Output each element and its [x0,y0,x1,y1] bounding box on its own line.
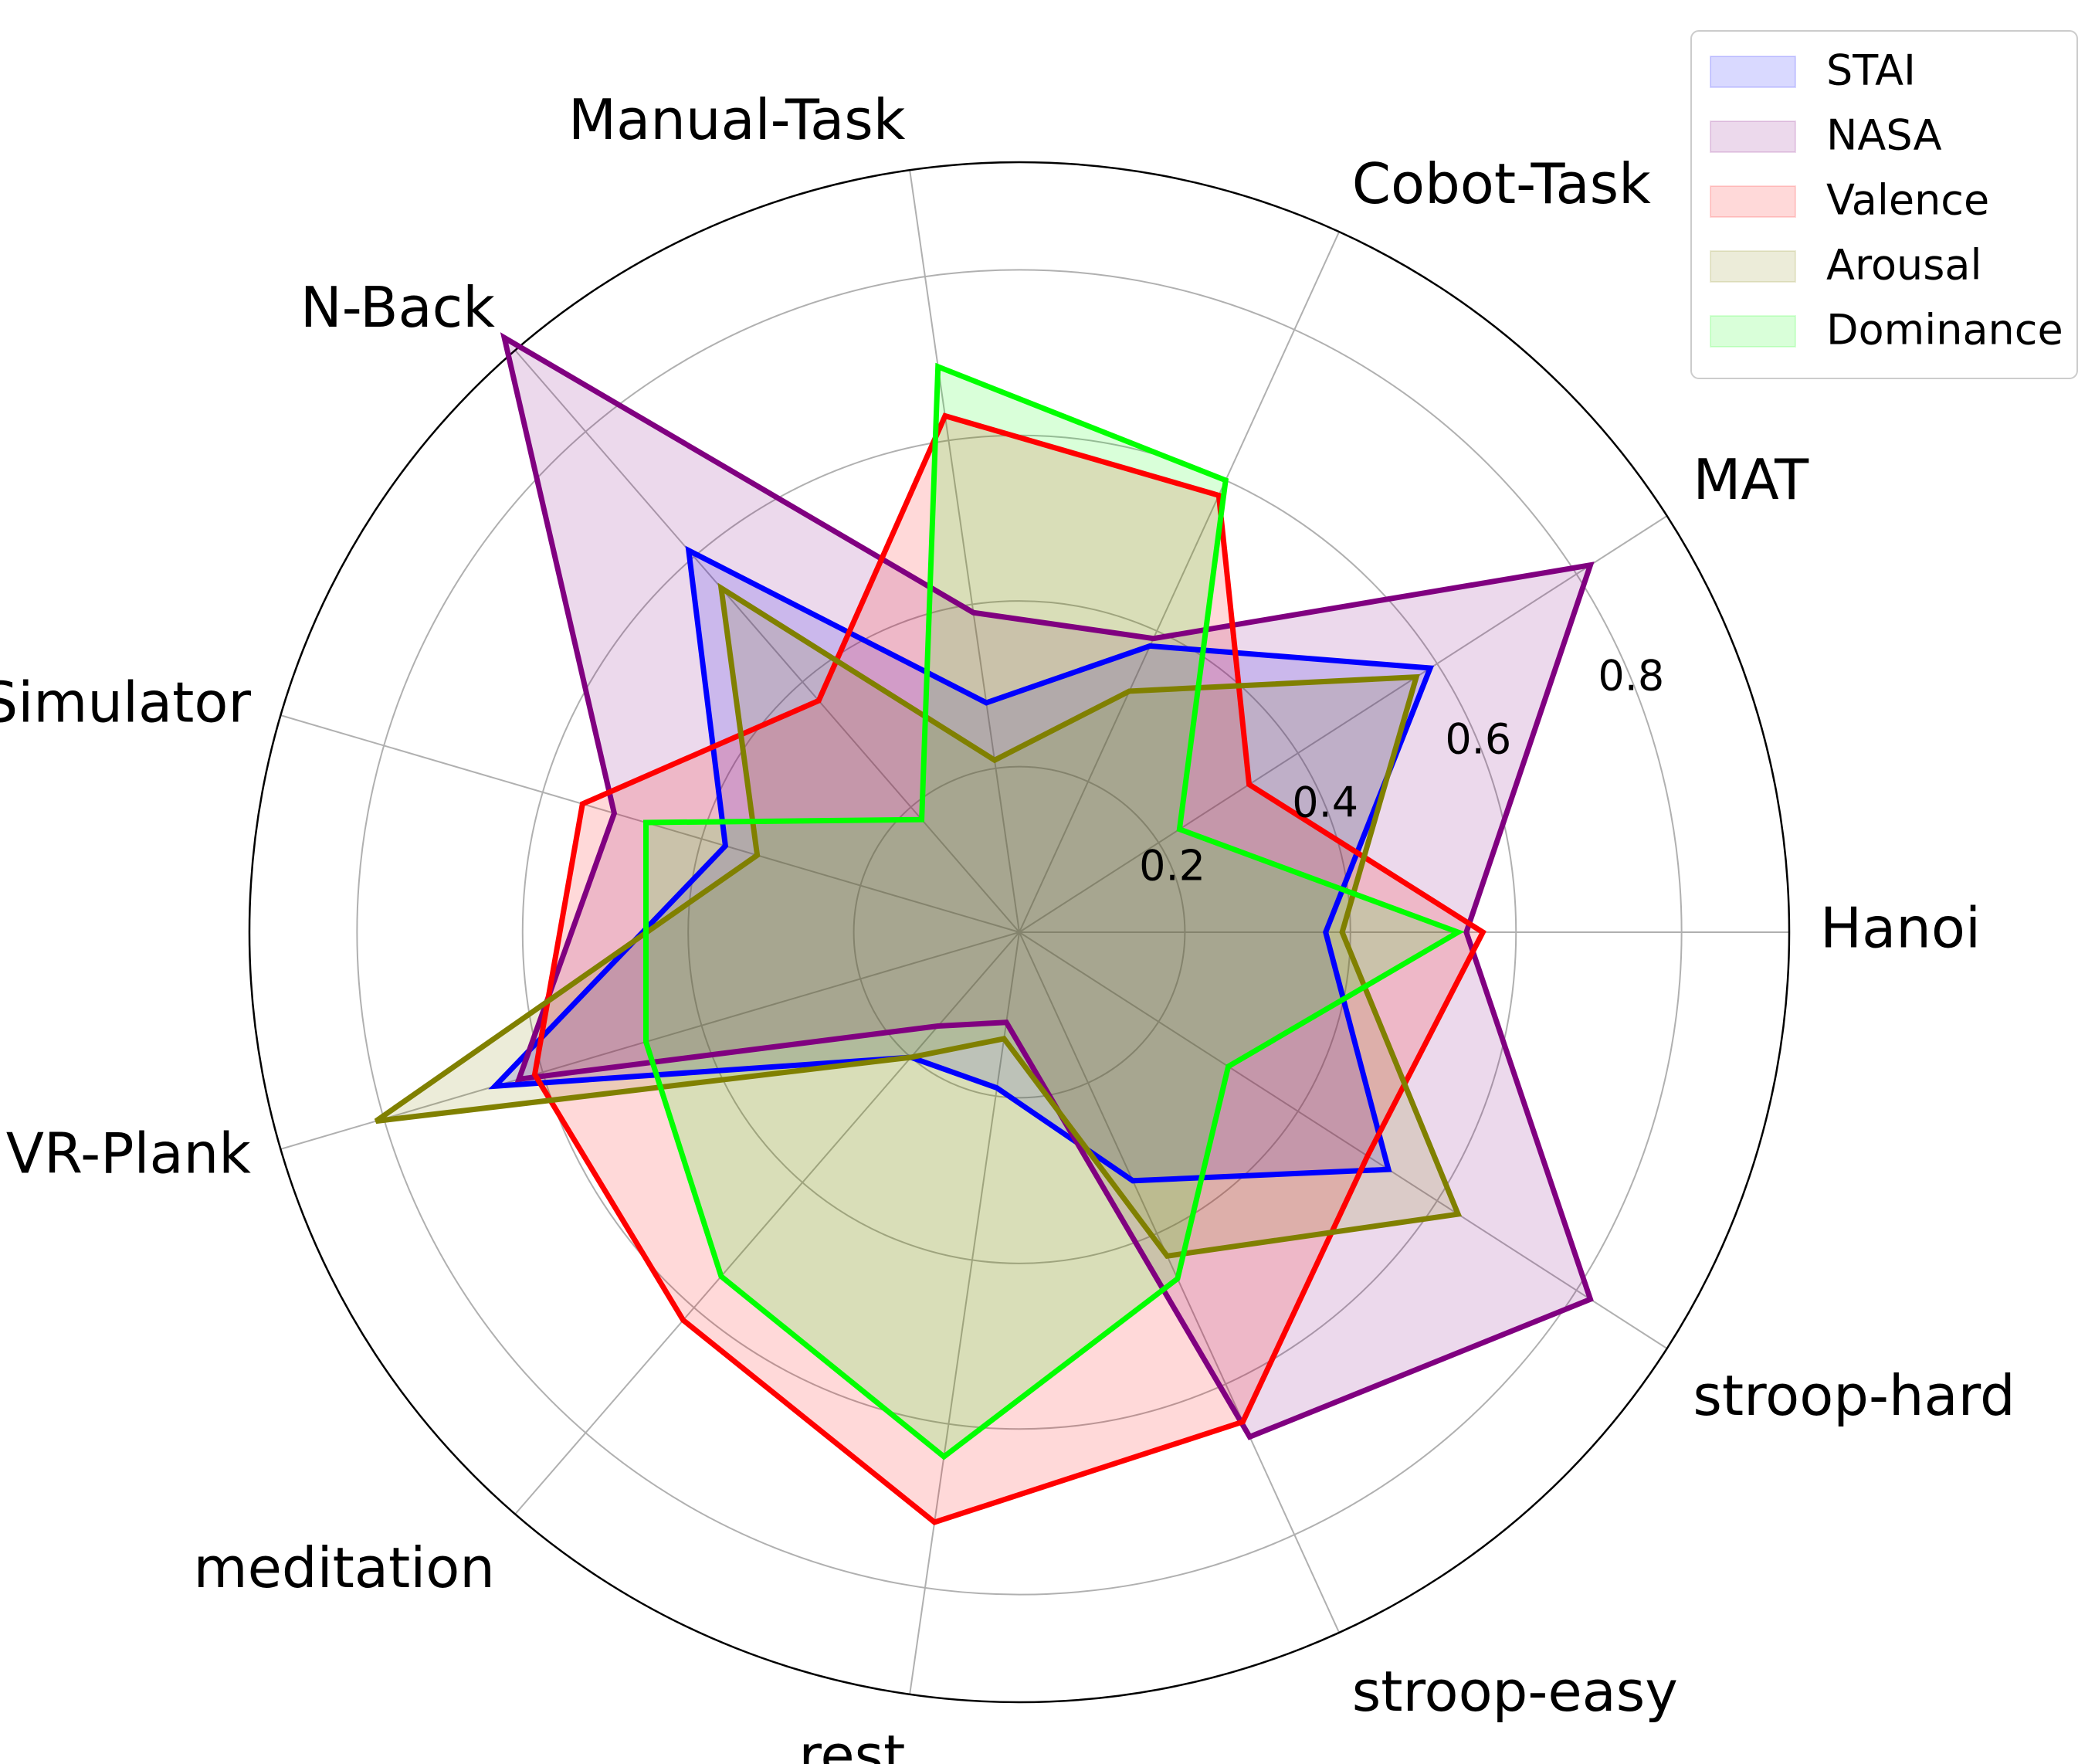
legend-swatch [1710,315,1796,348]
category-label: VR-Job Simulator [0,670,251,734]
legend-swatch [1710,185,1796,218]
axis-spoke [909,170,1020,933]
axis-spoke [909,931,1020,1694]
axis-spoke [1019,931,1341,1633]
legend-entry: Valence [1826,176,1989,225]
category-label: rest [798,1723,905,1764]
category-label: Cobot-Task [1352,151,1651,216]
radial-tick-label: 0.4 [1292,779,1358,827]
category-label: Manual-Task [568,87,906,152]
legend-swatch [1710,56,1796,88]
series-line-arousal [374,582,1463,1260]
series-line-stai [488,545,1435,1184]
outer-frame [248,161,1791,1704]
category-label: meditation [193,1535,494,1600]
radial-tick-label: 0.2 [1139,842,1205,890]
series-lines [374,332,1595,1525]
legend-frame [1690,30,2078,379]
series-line-dominance [643,362,1465,1460]
category-labels: Hanoi MAT Cobot-Task Manual-Task N-Back VR-Jo… [0,87,2015,1764]
radial-tick-label: 0.6 [1445,714,1511,763]
series-line-nasa [500,332,1595,1440]
category-label: MAT [1693,447,1809,512]
axis-spoke [514,349,1020,933]
legend-entry: Arousal [1826,241,1981,290]
axis-spoke [1019,515,1668,933]
legend: STAI NASA Valence Arousal Dominance [1690,30,2078,379]
axis-spoke [280,931,1020,1150]
category-label: stroop-hard [1693,1363,2015,1428]
category-label: Hanoi [1820,896,1981,961]
category-label: VR-Plank [6,1121,252,1186]
legend-entry: STAI [1826,46,1916,95]
legend-swatch [1710,120,1796,153]
category-label: stroop-easy [1352,1659,1678,1724]
axis-spoke [1019,931,1668,1349]
legend-swatch [1710,250,1796,283]
radar-grid [248,161,1791,1704]
radial-tick-label: 0.8 [1598,651,1664,700]
axis-spoke [1019,231,1341,933]
legend-entry: NASA [1826,111,1942,160]
series-area-dominance [646,366,1459,1457]
radial-tick-labels: 0.2 0.4 0.6 0.8 [1139,651,1664,890]
legend-entry: Dominance [1826,306,2063,354]
series-line-valence [531,412,1487,1525]
axis-spoke [514,931,1020,1515]
category-label: N-Back [300,275,495,340]
